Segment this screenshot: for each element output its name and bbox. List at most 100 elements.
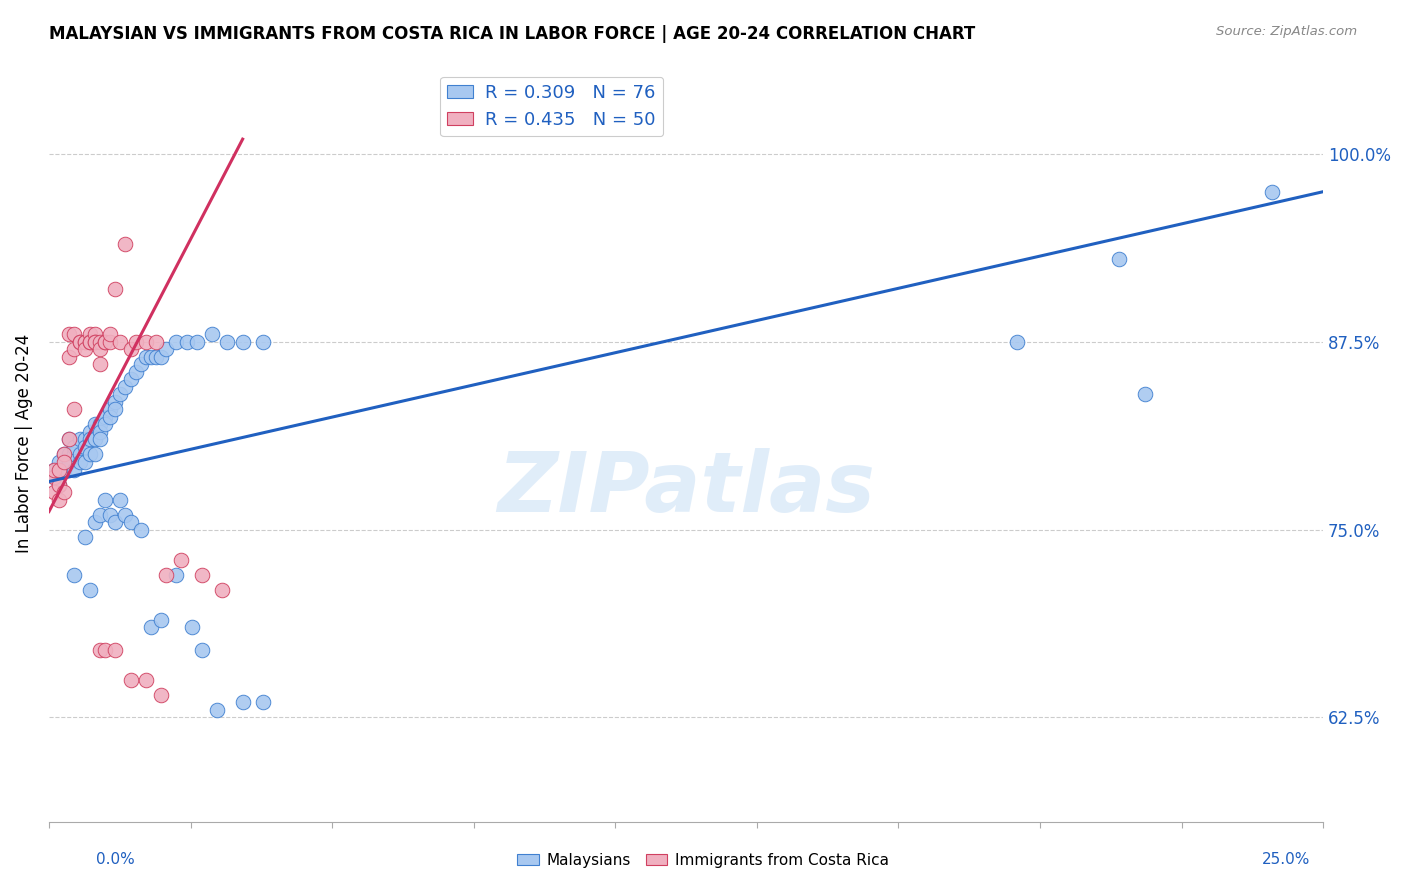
Point [58,455,80,469]
Point [63,440,86,454]
Point [69,334,91,349]
Point [83,448,105,462]
Point [79,582,101,597]
Point [63,462,86,476]
Point [79,425,101,439]
Point [53,448,76,462]
Point [69,455,91,469]
Point [165,567,187,582]
Y-axis label: In Labor Force | Age 20-24: In Labor Force | Age 20-24 [15,334,32,553]
Point [89,508,111,522]
Point [58,448,80,462]
Point [104,402,127,417]
Point [42,470,65,484]
Point [155,343,177,357]
Point [170,552,193,566]
Point [98,409,121,424]
Point [48,455,70,469]
Point [211,582,233,597]
Point [135,673,157,687]
Point [69,433,91,447]
Point [104,642,127,657]
Point [201,327,224,342]
Point [98,334,121,349]
Point [124,334,146,349]
Point [53,462,76,476]
Point [48,492,70,507]
Point [139,620,162,634]
Point [73,334,96,349]
Point [42,485,65,500]
Point [69,448,91,462]
Point [94,334,117,349]
Point [145,334,167,349]
Point [114,508,136,522]
Point [104,395,127,409]
Point [48,477,70,491]
Point [42,462,65,476]
Point [89,417,111,432]
Point [1133,387,1156,401]
Point [94,334,117,349]
Point [135,350,157,364]
Point [98,402,121,417]
Point [83,515,105,529]
Point [150,350,173,364]
Point [104,515,127,529]
Point [135,334,157,349]
Point [104,282,127,296]
Point [120,343,142,357]
Point [89,425,111,439]
Point [73,530,96,544]
Point [53,448,76,462]
Point [165,334,187,349]
Point [69,334,91,349]
Point [114,380,136,394]
Text: Source: ZipAtlas.com: Source: ZipAtlas.com [1216,25,1357,38]
Point [48,477,70,491]
Text: MALAYSIAN VS IMMIGRANTS FROM COSTA RICA IN LABOR FORCE | AGE 20-24 CORRELATION C: MALAYSIAN VS IMMIGRANTS FROM COSTA RICA … [49,25,976,43]
Text: 25.0%: 25.0% [1263,852,1310,867]
Point [150,613,173,627]
Point [94,409,117,424]
Point [48,462,70,476]
Point [83,433,105,447]
Point [176,334,198,349]
Point [139,350,162,364]
Point [63,343,86,357]
Point [42,462,65,476]
Point [110,334,132,349]
Point [94,492,117,507]
Point [58,433,80,447]
Point [63,448,86,462]
Legend: R = 0.309   N = 76, R = 0.435   N = 50: R = 0.309 N = 76, R = 0.435 N = 50 [440,77,664,136]
Point [98,508,121,522]
Point [73,440,96,454]
Point [83,334,105,349]
Point [79,334,101,349]
Point [73,455,96,469]
Text: 0.0%: 0.0% [96,852,135,867]
Point [83,327,105,342]
Point [129,523,152,537]
Point [114,237,136,252]
Point [42,470,65,484]
Point [120,372,142,386]
Point [252,334,274,349]
Point [89,358,111,372]
Point [191,642,214,657]
Point [89,334,111,349]
Point [1261,185,1284,199]
Point [58,327,80,342]
Point [73,433,96,447]
Point [252,695,274,709]
Point [58,433,80,447]
Point [94,417,117,432]
Point [120,673,142,687]
Point [205,703,228,717]
Point [89,343,111,357]
Point [1108,252,1130,267]
Point [155,567,177,582]
Point [73,343,96,357]
Legend: Malaysians, Immigrants from Costa Rica: Malaysians, Immigrants from Costa Rica [510,847,896,873]
